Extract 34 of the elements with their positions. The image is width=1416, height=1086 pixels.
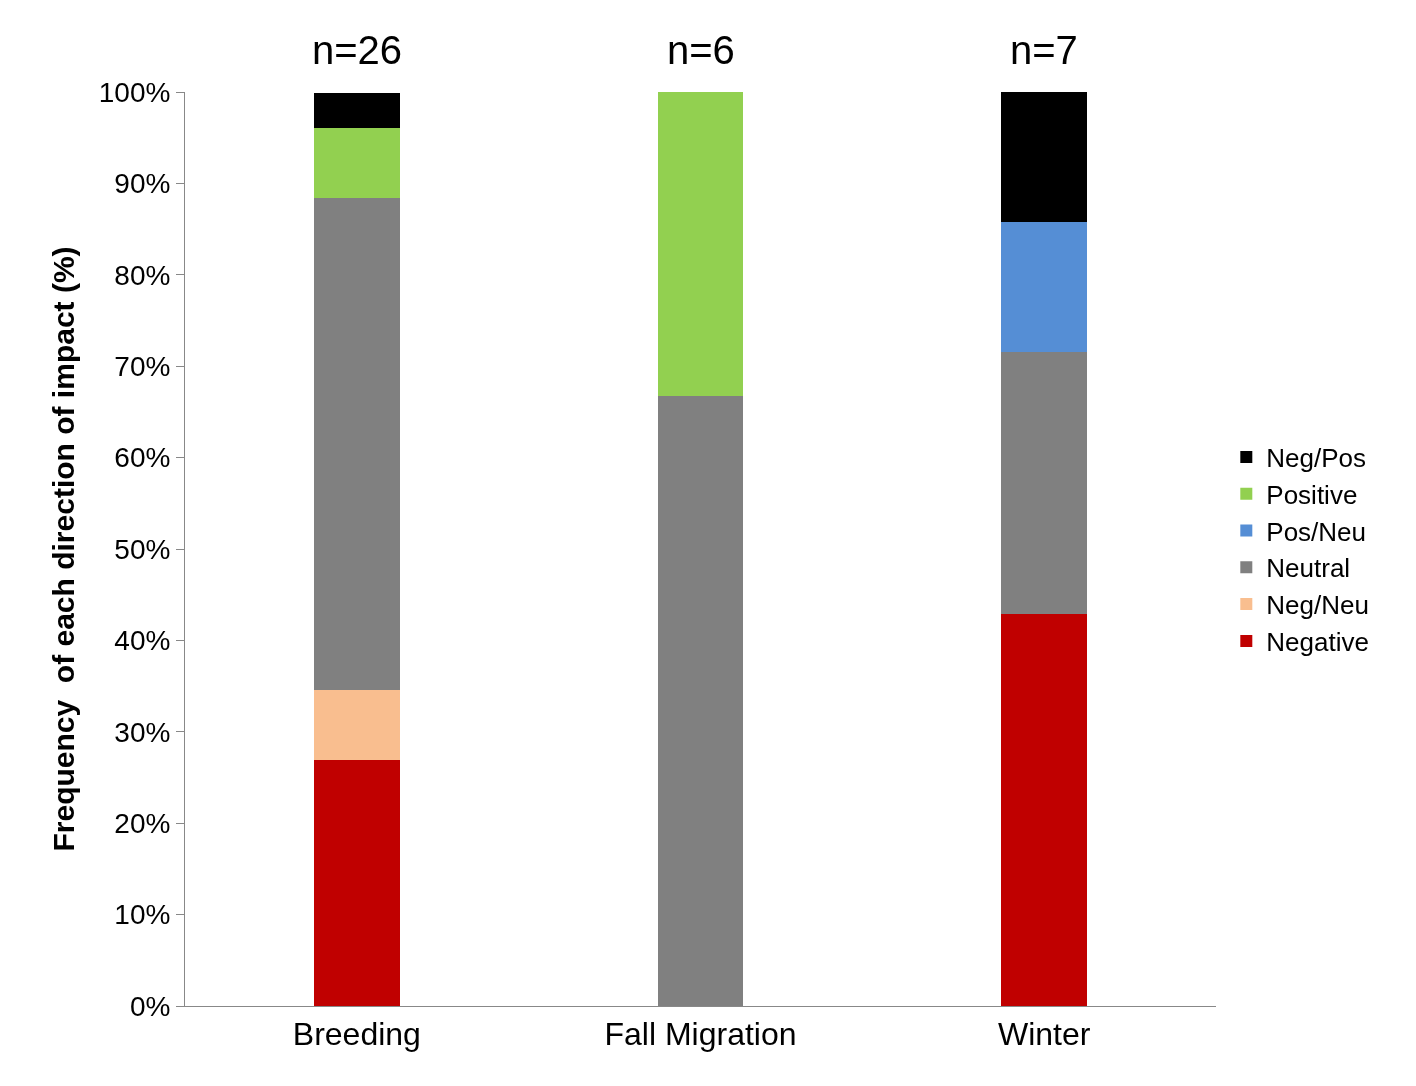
- bar: [313, 760, 400, 1006]
- annotation: n=7: [1010, 28, 1078, 72]
- y-tick-label: 80%: [114, 259, 171, 291]
- bar: [313, 198, 400, 690]
- legend-label: Pos/Neu: [1266, 516, 1367, 547]
- bar: [313, 127, 400, 199]
- y-tick-label: 50%: [114, 533, 171, 565]
- bar: [313, 92, 400, 128]
- bar: [313, 689, 400, 761]
- bar: [1001, 92, 1088, 222]
- bar: [1001, 221, 1088, 353]
- y-tick-label: 100%: [98, 76, 171, 108]
- x-tick-label: Winter: [997, 1016, 1091, 1053]
- legend-label: Neg/Pos: [1266, 443, 1367, 474]
- legend-label: Positive: [1266, 479, 1358, 510]
- y-tick-label: 40%: [114, 625, 171, 657]
- y-tick-label: 0%: [129, 990, 171, 1022]
- y-tick-label: 20%: [114, 808, 171, 839]
- y-tick-label: 90%: [114, 168, 171, 200]
- legend-label: Negative: [1266, 627, 1369, 658]
- x-tick-label: Breeding: [292, 1016, 421, 1053]
- legend-label: Neutral: [1266, 553, 1351, 584]
- bar: [1001, 352, 1088, 614]
- bar: [1001, 613, 1088, 1006]
- x-tick-label: Fall Migration: [604, 1016, 797, 1053]
- y-axis-title: Frequency of each direction of impact (%): [46, 246, 80, 852]
- legend-label: Neg/Neu: [1266, 590, 1369, 621]
- y-tick-label: 70%: [114, 351, 171, 382]
- y-tick-label: 60%: [114, 442, 171, 474]
- annotation: n=26: [312, 28, 403, 72]
- bar: [657, 92, 744, 397]
- annotation: n=6: [667, 28, 735, 72]
- y-tick-label: 30%: [114, 716, 171, 748]
- y-tick-label: 10%: [114, 899, 171, 931]
